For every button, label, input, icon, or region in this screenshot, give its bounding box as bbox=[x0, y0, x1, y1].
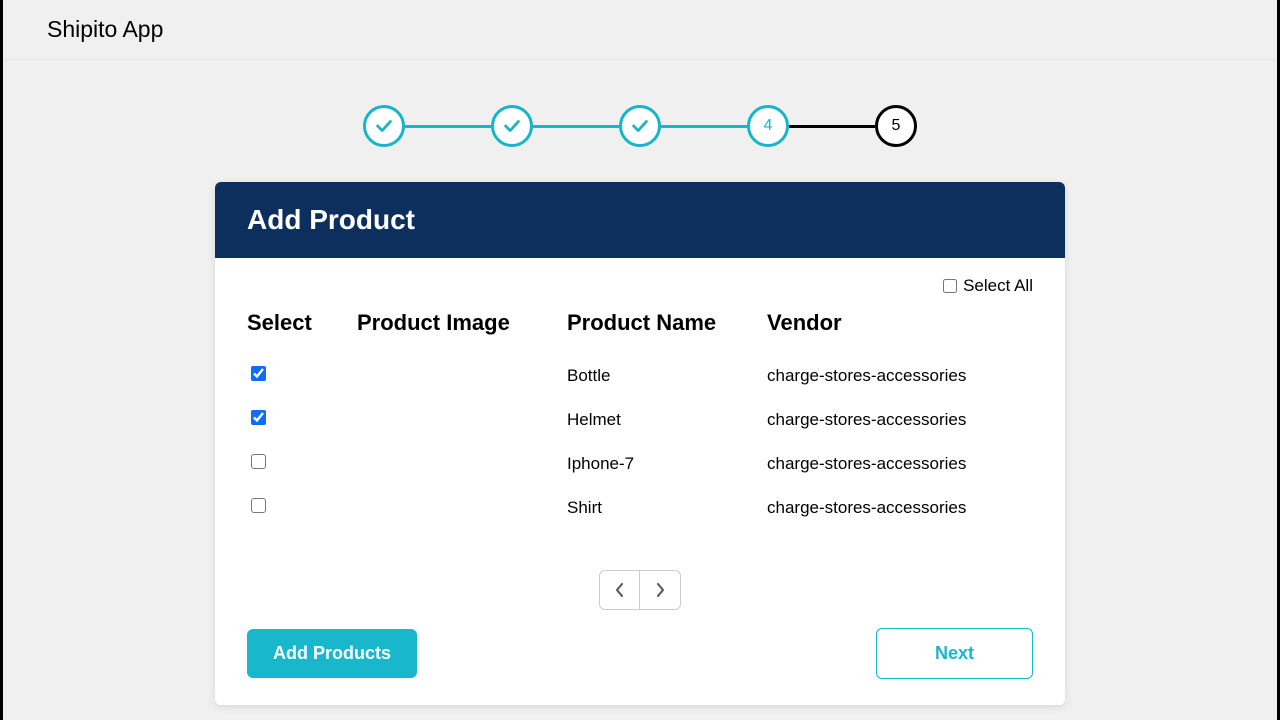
step-circle bbox=[363, 105, 405, 147]
row-checkbox[interactable] bbox=[251, 410, 266, 425]
table-header-row: Select Product Image Product Name Vendor bbox=[247, 310, 1033, 336]
next-button[interactable]: Next bbox=[876, 628, 1033, 679]
table-row: Shirtcharge-stores-accessories bbox=[247, 486, 1033, 530]
col-select: Select bbox=[247, 310, 357, 336]
card-footer: Add Products Next bbox=[247, 628, 1033, 679]
app-header: Shipito App bbox=[3, 0, 1277, 60]
select-all-row: Select All bbox=[247, 276, 1033, 296]
card-header: Add Product bbox=[215, 182, 1065, 258]
col-vendor: Vendor bbox=[767, 310, 1033, 336]
row-name-cell: Iphone-7 bbox=[567, 454, 767, 474]
row-name-cell: Bottle bbox=[567, 366, 767, 386]
step-connector bbox=[405, 125, 491, 128]
step-connector bbox=[789, 125, 875, 128]
step-circle bbox=[491, 105, 533, 147]
row-name-cell: Helmet bbox=[567, 410, 767, 430]
app-title: Shipito App bbox=[47, 16, 163, 43]
row-name-cell: Shirt bbox=[567, 498, 767, 518]
col-image: Product Image bbox=[357, 310, 567, 336]
col-name: Product Name bbox=[567, 310, 767, 336]
step-connector bbox=[661, 125, 747, 128]
add-product-card: Add Product Select All Select Product Im… bbox=[215, 182, 1065, 705]
table-row: Iphone-7charge-stores-accessories bbox=[247, 442, 1033, 486]
row-vendor-cell: charge-stores-accessories bbox=[767, 410, 1033, 430]
chevron-right-icon bbox=[655, 583, 665, 597]
row-checkbox[interactable] bbox=[251, 454, 266, 469]
card-title: Add Product bbox=[247, 204, 1033, 236]
row-select-cell bbox=[247, 454, 357, 474]
step-circle bbox=[619, 105, 661, 147]
row-select-cell bbox=[247, 498, 357, 518]
table-row: Bottlecharge-stores-accessories bbox=[247, 354, 1033, 398]
step-circle: 5 bbox=[875, 105, 917, 147]
row-vendor-cell: charge-stores-accessories bbox=[767, 366, 1033, 386]
row-checkbox[interactable] bbox=[251, 498, 266, 513]
select-all-label: Select All bbox=[963, 276, 1033, 296]
pagination bbox=[247, 570, 1033, 610]
row-select-cell bbox=[247, 410, 357, 430]
step-connector bbox=[533, 125, 619, 128]
page-next-button[interactable] bbox=[640, 571, 680, 609]
row-vendor-cell: charge-stores-accessories bbox=[767, 498, 1033, 518]
product-table: Select Product Image Product Name Vendor… bbox=[247, 310, 1033, 530]
row-vendor-cell: charge-stores-accessories bbox=[767, 454, 1033, 474]
table-row: Helmetcharge-stores-accessories bbox=[247, 398, 1033, 442]
progress-stepper: 45 bbox=[3, 105, 1277, 147]
row-select-cell bbox=[247, 366, 357, 386]
select-all-checkbox[interactable] bbox=[943, 279, 957, 293]
step-circle: 4 bbox=[747, 105, 789, 147]
add-products-button[interactable]: Add Products bbox=[247, 629, 417, 678]
row-checkbox[interactable] bbox=[251, 366, 266, 381]
page-prev-button[interactable] bbox=[600, 571, 640, 609]
chevron-left-icon bbox=[615, 583, 625, 597]
